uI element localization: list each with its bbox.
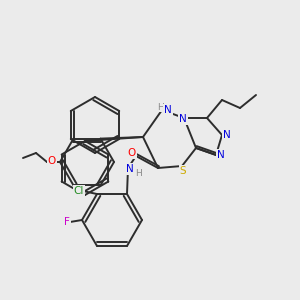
Text: N: N (164, 105, 172, 115)
Text: N: N (126, 164, 134, 174)
Text: F: F (64, 217, 70, 227)
Text: N: N (179, 114, 187, 124)
Text: N: N (217, 150, 225, 160)
Text: O: O (128, 148, 136, 158)
Text: H: H (158, 103, 164, 112)
Text: H: H (135, 169, 141, 178)
Text: N: N (223, 130, 231, 140)
Text: Cl: Cl (74, 186, 84, 196)
Text: O: O (48, 156, 56, 166)
Text: S: S (180, 166, 186, 176)
